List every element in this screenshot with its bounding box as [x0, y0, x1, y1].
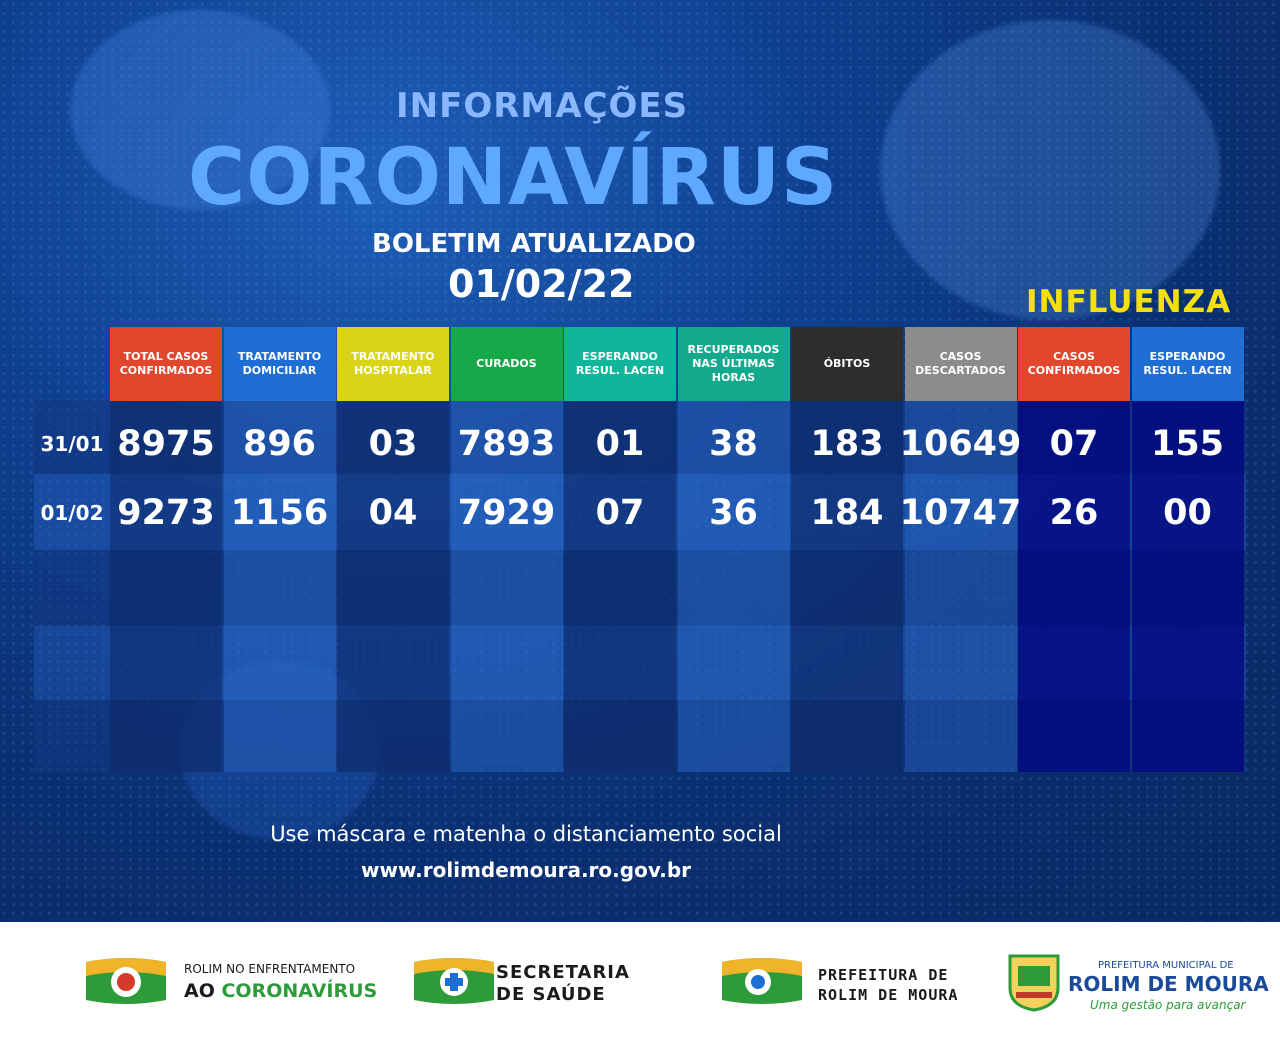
table-cell: 07 — [595, 493, 645, 533]
table-cell: 38 — [709, 424, 758, 464]
municipal-seal-icon — [1008, 954, 1060, 1012]
table-cell: 10747 — [899, 493, 1022, 533]
column-header: TRATAMENTO HOSPITALAR — [337, 327, 449, 401]
website-link[interactable]: www.rolimdemoura.ro.gov.br — [361, 858, 691, 882]
table-column-band — [1131, 400, 1244, 772]
influenza-label: INFLUENZA — [1026, 284, 1232, 320]
logo4-line2: ROLIM DE MOURA — [1068, 972, 1269, 996]
table-cell: 9273 — [117, 493, 215, 533]
table-cell: 7893 — [457, 424, 556, 464]
table-cell: 10649 — [899, 424, 1022, 464]
rolim-flag-virus-icon — [86, 958, 166, 1004]
logo3-line2: ROLIM DE MOURA — [818, 986, 959, 1004]
column-header: CURADOS — [450, 327, 563, 401]
table-cell: 07 — [1049, 424, 1099, 464]
table-cell: 1156 — [230, 493, 329, 533]
logo2-line2: DE SAÚDE — [496, 984, 606, 1005]
table-column-band — [223, 400, 336, 772]
table-cell: 00 — [1163, 493, 1212, 533]
logo1-line2-b: CORONAVÍRUS — [221, 980, 378, 1002]
column-header: ÓBITOS — [791, 327, 903, 401]
column-header: TRATAMENTO DOMICILIAR — [223, 327, 336, 401]
table-column-band — [110, 400, 222, 772]
table-cell: 184 — [810, 493, 884, 533]
table-cell: 183 — [810, 424, 884, 464]
footer-logos: ROLIM NO ENFRENTAMENTO AO CORONAVÍRUS SE… — [0, 922, 1280, 1052]
table-column-band — [791, 400, 903, 772]
table-cell: 01 — [595, 424, 645, 464]
table-column-band — [564, 400, 676, 772]
logo2-line1: SECRETARIA — [496, 962, 630, 983]
virus-shape-right — [880, 20, 1220, 320]
table-cell: 36 — [709, 493, 758, 533]
virus-shape-left — [70, 10, 330, 210]
logo1-line2-a: AO — [184, 980, 222, 1002]
table-cell: 155 — [1150, 424, 1225, 464]
table-column-band — [677, 400, 790, 772]
row-date-label: 01/02 — [40, 501, 104, 525]
logo4-line3: Uma gestão para avançar — [1090, 998, 1246, 1012]
logo1-line1: ROLIM NO ENFRENTAMENTO — [184, 962, 356, 976]
table-column-band — [1018, 400, 1130, 772]
table-cell: 04 — [368, 493, 418, 533]
logo1-line2: AO CORONAVÍRUS — [184, 980, 377, 1002]
table-column-band — [337, 400, 449, 772]
logo4-line1: PREFEITURA MUNICIPAL DE — [1098, 960, 1234, 971]
title-coronavirus: CORONAVÍRUS — [188, 133, 839, 223]
table-cell: 26 — [1049, 493, 1099, 533]
table-cell: 7929 — [457, 493, 556, 533]
subtitle-boletim: BOLETIM ATUALIZADO — [372, 229, 696, 259]
column-header: TOTAL CASOS CONFIRMADOS — [110, 327, 222, 401]
table-cell: 896 — [242, 424, 317, 464]
bulletin-poster: INFORMAÇÕES CORONAVÍRUS BOLETIM ATUALIZA… — [0, 0, 1280, 922]
table-cell: 8975 — [117, 424, 215, 464]
safety-message: Use máscara e matenha o distanciamento s… — [270, 822, 782, 846]
table-cell: 03 — [368, 424, 418, 464]
column-header: CASOS CONFIRMADOS — [1018, 327, 1130, 401]
bulletin-date: 01/02/22 — [448, 262, 635, 306]
column-header: RECUPERADOS NAS ÚLTIMAS HORAS — [677, 327, 790, 401]
logo3-line1: PREFEITURA DE — [818, 966, 949, 984]
table-column-band — [450, 400, 563, 772]
prefeitura-flag-icon — [722, 958, 802, 1004]
secretaria-saude-cross-icon — [414, 958, 494, 1004]
column-header: ESPERANDO RESUL. LACEN — [564, 327, 676, 401]
table-column-band — [904, 400, 1017, 772]
title-informacoes: INFORMAÇÕES — [396, 86, 689, 126]
column-header: ESPERANDO RESUL. LACEN — [1131, 327, 1244, 401]
column-header: CASOS DESCARTADOS — [904, 327, 1017, 401]
row-date-label: 31/01 — [40, 432, 104, 456]
